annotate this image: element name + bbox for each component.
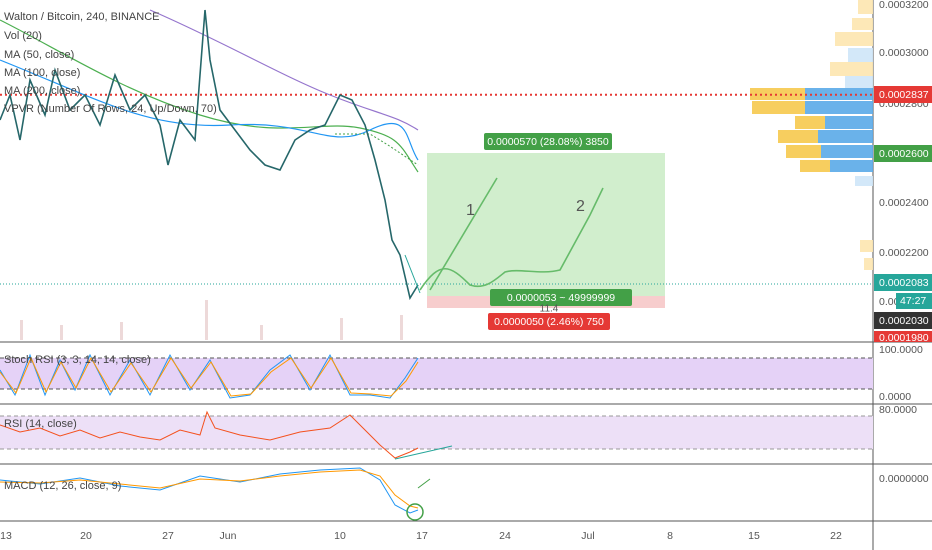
time-label: 13 [0,530,12,542]
rsi-title: RSI (14, close) [4,418,77,430]
indicator-label: Vol (20) [4,30,42,42]
marker-box [896,293,932,309]
time-label: 15 [748,530,760,542]
stoch-d [0,356,419,397]
macd-title: MACD (12, 26, close, 9) [4,480,121,492]
indicator-label: MA (100, close) [4,67,80,79]
label-box [488,313,610,330]
marker-box [874,274,932,291]
price-label: 0.0002400 [879,197,929,209]
ma-200 [149,9,419,131]
rsi-divergence [394,445,453,460]
volume-bars [20,300,403,340]
trend-line [404,254,421,294]
entry-marker: 0.0002030 [879,315,929,327]
price-label: 0.0003200 [879,0,929,11]
stoch-axis: 0.0000 [879,391,911,403]
profit-zone [427,153,665,296]
marker-box [874,331,932,342]
projection-2 [419,187,604,291]
macd-highlight [406,503,424,521]
ma-dashed [335,133,419,166]
time-label: Jun [220,530,237,542]
loss-label: 0.0000050 (2.46%) 750 [494,316,604,328]
time-label: 27 [162,530,174,542]
projection-1 [429,177,498,291]
middle-label: 0.0000053 ~ 49999999 [507,292,615,304]
time-label: 8 [667,530,673,542]
path-label: 1 [466,202,475,219]
time-label: 17 [416,530,428,542]
symbol-title: Walton / Bitcoin, 240, BINANCE [4,11,160,23]
stoch-title: Stoch RSI (3, 3, 14, 14, close) [4,354,151,366]
rsi-line [0,410,419,459]
time-label: 20 [80,530,92,542]
ma-100 [0,59,419,161]
price-label: 0.0002200 [879,247,929,259]
last-price-marker: 0.0002083 [879,277,929,289]
stoch-axis: 100.0000 [879,344,923,356]
indicator-label: MA (50, close) [4,49,74,61]
path-label: 2 [576,198,585,215]
rsi-axis: 80.0000 [879,404,917,416]
countdown-marker: 47:27 [900,295,926,307]
price-label: 0.0003000 [879,47,929,59]
indicator-label: MA (200, close) [4,85,80,97]
profit-label: 0.0000570 (28.08%) 3850 [487,136,609,148]
label-box [484,133,612,150]
volume-profile [750,0,873,270]
macd-axis: 0.0000000 [879,473,929,485]
indicator-label: VPVR (Number Of Rows, 24, Up/Down, 70) [4,103,217,115]
stoch-k [0,353,419,399]
ratio-label: 11.4 [540,304,559,315]
macd-trend [417,478,431,489]
time-label: Jul [581,530,594,542]
marker-box [874,312,932,329]
stop-marker: 0.0001980 [879,332,929,344]
rsi-band [0,416,873,449]
resistance-marker: 0.0002837 [879,89,929,101]
label-box [490,289,632,306]
macd-signal [0,469,419,509]
time-label: 10 [334,530,346,542]
marker-box [874,86,932,103]
marker-box [874,145,932,162]
time-label: 22 [830,530,842,542]
time-label: 24 [499,530,511,542]
price-path [0,9,419,301]
target-marker: 0.0002600 [879,148,929,160]
ma-50 [0,19,419,173]
